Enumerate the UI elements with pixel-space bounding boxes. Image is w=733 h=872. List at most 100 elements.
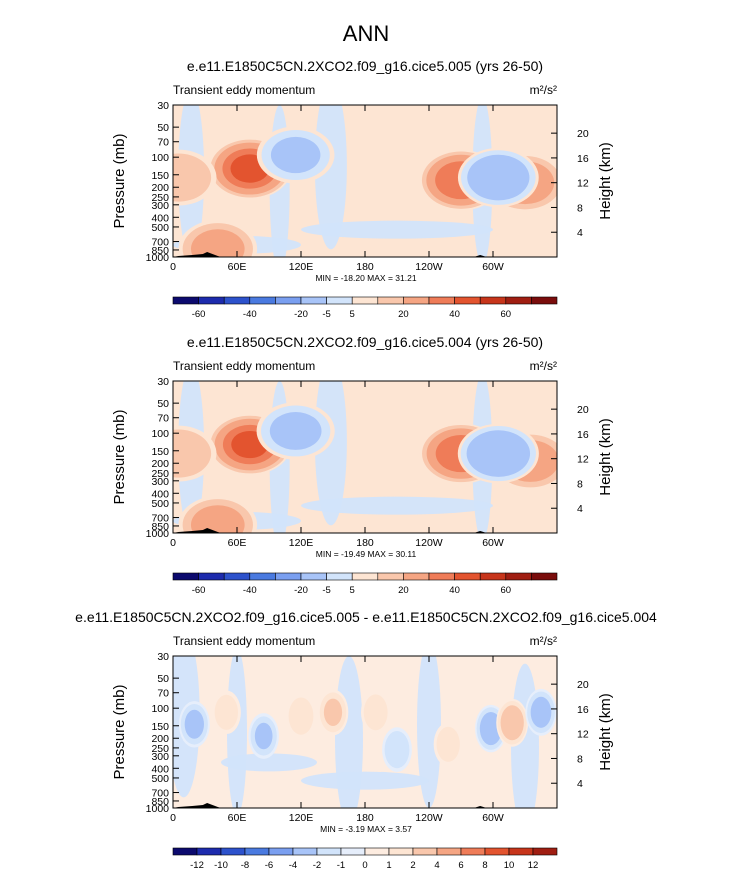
colorbar-label: -5 [322, 585, 330, 596]
colorbar-swatch [275, 572, 302, 581]
height-tick-label: 20 [577, 679, 589, 691]
y-axis-title: Pressure (mb) [111, 409, 128, 504]
colorbar-swatch [172, 847, 198, 856]
topography [173, 803, 221, 808]
panel-subtitle: Transient eddy momentum [173, 83, 315, 97]
y-tick-label: 200 [151, 182, 169, 194]
x-tick-label: 120W [415, 812, 443, 824]
y-tick-label: 1000 [146, 252, 170, 264]
contour-blob [384, 731, 410, 769]
height-tick-label: 20 [577, 128, 589, 140]
colorbar-swatch [223, 296, 251, 305]
contour-blob [190, 505, 245, 533]
contour-blob [184, 709, 204, 739]
colorbar-swatch [377, 572, 404, 581]
contour-blob [288, 697, 314, 735]
y-tick-label: 70 [157, 413, 169, 425]
colorbar-swatch [532, 847, 558, 856]
y-tick-label: 1000 [146, 528, 170, 540]
min-max-stats: MIN = -19.49 MAX = 30.11 [316, 549, 417, 559]
contour-blob [436, 726, 460, 762]
colorbar-swatch [249, 572, 276, 581]
colorbar-label: -60 [192, 309, 206, 320]
colorbar-swatch [300, 572, 327, 581]
colorbar-swatch [351, 572, 379, 581]
colorbar-swatch [454, 296, 481, 305]
y-tick-label: 30 [157, 376, 169, 388]
x-tick-label: 60E [228, 261, 247, 273]
y-tick-label: 50 [157, 673, 169, 685]
y-tick-label: 30 [157, 651, 169, 663]
colorbar-label: 8 [482, 860, 487, 871]
contour-blob [466, 430, 531, 477]
figure-title: ANN [343, 21, 389, 46]
contour-blob [173, 153, 212, 202]
colorbar-label: -6 [265, 860, 273, 871]
colorbar-label: 5 [350, 309, 355, 320]
colorbar-swatch [403, 296, 430, 305]
y-tick-label: 250 [151, 192, 169, 204]
panel-3: e.e11.E1850C5CN.2XCO2.f09_g16.cice5.005 … [75, 609, 657, 871]
y-tick-label: 100 [151, 152, 169, 164]
colorbar-swatch [377, 296, 404, 305]
colorbar-swatch [249, 296, 276, 305]
x-tick-label: 180 [356, 537, 374, 549]
height-tick-label: 12 [577, 454, 589, 466]
x-tick-label: 180 [356, 812, 374, 824]
colorbar-label: 40 [449, 309, 460, 320]
colorbar-label: -4 [289, 860, 297, 871]
y-tick-label: 300 [151, 476, 169, 488]
height-tick-label: 12 [577, 178, 589, 190]
y-tick-label: 850 [151, 245, 169, 257]
x-tick-label: 120W [415, 537, 443, 549]
colorbar-label: 40 [449, 585, 460, 596]
topography [173, 252, 221, 257]
colorbar-swatch [505, 296, 532, 305]
negative-band [511, 663, 539, 808]
negative-band [221, 753, 317, 772]
colorbar-label: -2 [313, 860, 321, 871]
panel-subtitle: Transient eddy momentum [173, 359, 315, 373]
y-tick-label: 400 [151, 488, 169, 500]
colorbar-swatch [196, 847, 222, 856]
units-label: m²/s² [530, 634, 557, 648]
y-tick-label: 300 [151, 751, 169, 763]
right-axis-title: Height (km) [597, 693, 614, 771]
contour-blob [467, 154, 530, 201]
y-tick-label: 250 [151, 743, 169, 755]
colorbar-label: 2 [410, 860, 415, 871]
contour-blob [270, 136, 321, 174]
height-tick-label: 16 [577, 153, 589, 165]
y-tick-label: 200 [151, 733, 169, 745]
colorbar-label: 0 [362, 860, 367, 871]
y-tick-label: 70 [157, 688, 169, 700]
colorbar-swatch [220, 847, 246, 856]
y-tick-label: 500 [151, 773, 169, 785]
panel-1: e.e11.E1850C5CN.2XCO2.f09_g16.cice5.005 … [111, 58, 614, 320]
x-tick-label: 120E [289, 261, 314, 273]
y-tick-label: 150 [151, 721, 169, 733]
colorbar-label: 5 [350, 585, 355, 596]
y-tick-label: 70 [157, 137, 169, 149]
y-tick-label: 850 [151, 796, 169, 808]
contour-blob [214, 694, 239, 730]
colorbar-label: -20 [294, 309, 308, 320]
x-tick-label: 0 [170, 812, 176, 824]
colorbar-label: -1 [337, 860, 345, 871]
height-tick-label: 8 [577, 202, 583, 214]
height-tick-label: 4 [577, 503, 583, 515]
x-tick-label: 120E [289, 812, 314, 824]
colorbar-swatch [244, 847, 270, 856]
units-label: m²/s² [530, 359, 557, 373]
colorbar-swatch [172, 572, 199, 581]
colorbar-swatch [436, 847, 462, 856]
colorbar-label: 1 [386, 860, 391, 871]
colorbar-swatch [198, 296, 225, 305]
x-tick-label: 60W [482, 261, 504, 273]
colorbar-label: 60 [501, 585, 512, 596]
contour-field [173, 105, 557, 257]
height-tick-label: 4 [577, 778, 583, 790]
y-tick-label: 500 [151, 222, 169, 234]
height-tick-label: 16 [577, 429, 589, 441]
